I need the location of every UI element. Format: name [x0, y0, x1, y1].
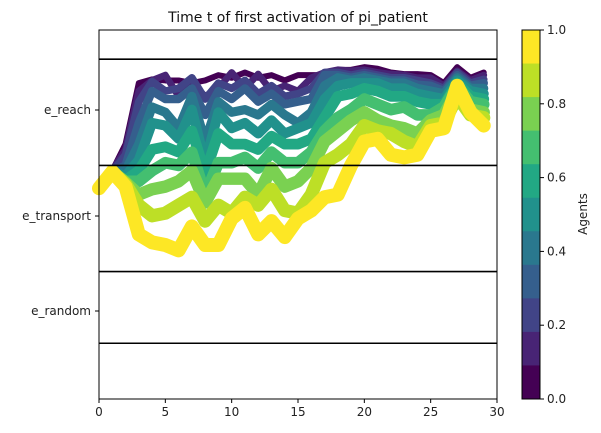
series-line-agent-0 — [96, 64, 487, 189]
colorbar-segment — [522, 63, 540, 98]
colorbar-segment — [522, 264, 540, 299]
x-tick-label: 10 — [224, 405, 239, 419]
series-line-agent-0.7 — [93, 79, 490, 201]
x-tick-label: 25 — [423, 405, 438, 419]
colorbar: 0.0 0.2 0.4 0.6 0.8 1.0 — [521, 23, 566, 406]
colorbar-segment — [522, 164, 540, 199]
colorbar-segment — [522, 130, 540, 165]
x-tick-label: 15 — [290, 405, 305, 419]
y-tick-label-e-reach: e_reach — [44, 103, 91, 117]
band-boundaries — [99, 58, 497, 345]
colorbar-segment — [522, 298, 540, 333]
x-tick-label: 0 — [95, 405, 103, 419]
x-tick-label: 5 — [162, 405, 170, 419]
y-tick-label-e-random: e_random — [31, 304, 91, 318]
y-axis: e_reach e_transport e_random — [22, 103, 99, 318]
series-line-agent-0.4 — [94, 73, 489, 193]
colorbar-segment — [522, 30, 540, 65]
x-tick-label: 30 — [489, 405, 504, 419]
series-layer — [92, 64, 491, 258]
series-line-agent-0.5 — [94, 75, 489, 194]
colorbar-tick-label: 1.0 — [547, 23, 566, 37]
colorbar-segment — [522, 97, 540, 132]
colorbar-frame — [521, 29, 541, 400]
colorbar-segment — [522, 197, 540, 232]
series-line-agent-1 — [92, 78, 491, 258]
series-line-agent-0.6 — [93, 77, 490, 194]
colorbar-tick-label: 0.8 — [547, 97, 566, 111]
y-tick-label-e-transport: e_transport — [22, 209, 91, 223]
colorbar-segment — [522, 365, 540, 400]
x-tick-label: 20 — [357, 405, 372, 419]
colorbar-segment — [522, 331, 540, 366]
chart-title: Time t of first activation of pi_patient — [167, 10, 428, 26]
colorbar-label: Agents — [576, 193, 590, 235]
colorbar-segment — [522, 231, 540, 266]
colorbar-tick-label: 0.2 — [547, 318, 566, 332]
colorbar-tick-label: 0.0 — [547, 392, 566, 406]
colorbar-tick-label: 0.4 — [547, 244, 566, 258]
colorbar-tick-label: 0.6 — [547, 171, 566, 185]
x-axis: 0 5 10 15 20 25 30 — [95, 399, 505, 419]
